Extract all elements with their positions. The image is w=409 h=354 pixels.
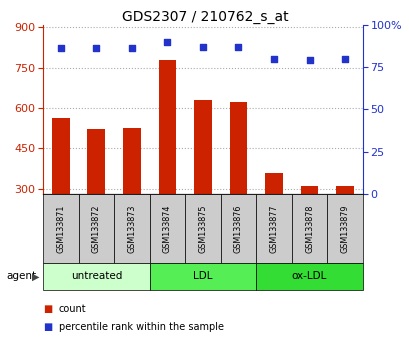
- Text: GSM133879: GSM133879: [340, 204, 349, 253]
- Text: percentile rank within the sample: percentile rank within the sample: [58, 322, 223, 332]
- Text: GSM133875: GSM133875: [198, 204, 207, 253]
- Text: GDS2307 / 210762_s_at: GDS2307 / 210762_s_at: [121, 10, 288, 24]
- Point: [341, 56, 348, 62]
- Text: ox-LDL: ox-LDL: [291, 271, 326, 281]
- Point: [164, 39, 170, 45]
- Text: GSM133872: GSM133872: [92, 204, 101, 253]
- Point: [306, 57, 312, 63]
- Text: untreated: untreated: [70, 271, 122, 281]
- Bar: [158, 60, 176, 194]
- Bar: [335, 186, 353, 194]
- Bar: [300, 187, 318, 194]
- Text: GSM133873: GSM133873: [127, 204, 136, 253]
- Text: GSM133871: GSM133871: [56, 204, 65, 253]
- Text: ■: ■: [43, 304, 52, 314]
- Point: [199, 44, 206, 50]
- Bar: [123, 129, 140, 194]
- Text: count: count: [58, 304, 86, 314]
- Point: [270, 56, 276, 62]
- Text: agent: agent: [6, 271, 36, 281]
- Bar: [265, 173, 282, 194]
- Bar: [87, 129, 105, 194]
- Bar: [52, 118, 70, 194]
- Text: GSM133874: GSM133874: [162, 204, 171, 253]
- Text: GSM133876: GSM133876: [234, 204, 243, 253]
- Point: [128, 46, 135, 51]
- Text: LDL: LDL: [193, 271, 212, 281]
- Bar: [193, 100, 211, 194]
- Text: GSM133878: GSM133878: [304, 204, 313, 253]
- Bar: [229, 102, 247, 194]
- Text: GSM133877: GSM133877: [269, 204, 278, 253]
- Point: [93, 46, 99, 51]
- Text: ■: ■: [43, 322, 52, 332]
- Point: [235, 44, 241, 50]
- Text: ▶: ▶: [32, 271, 39, 281]
- Point: [57, 46, 64, 51]
